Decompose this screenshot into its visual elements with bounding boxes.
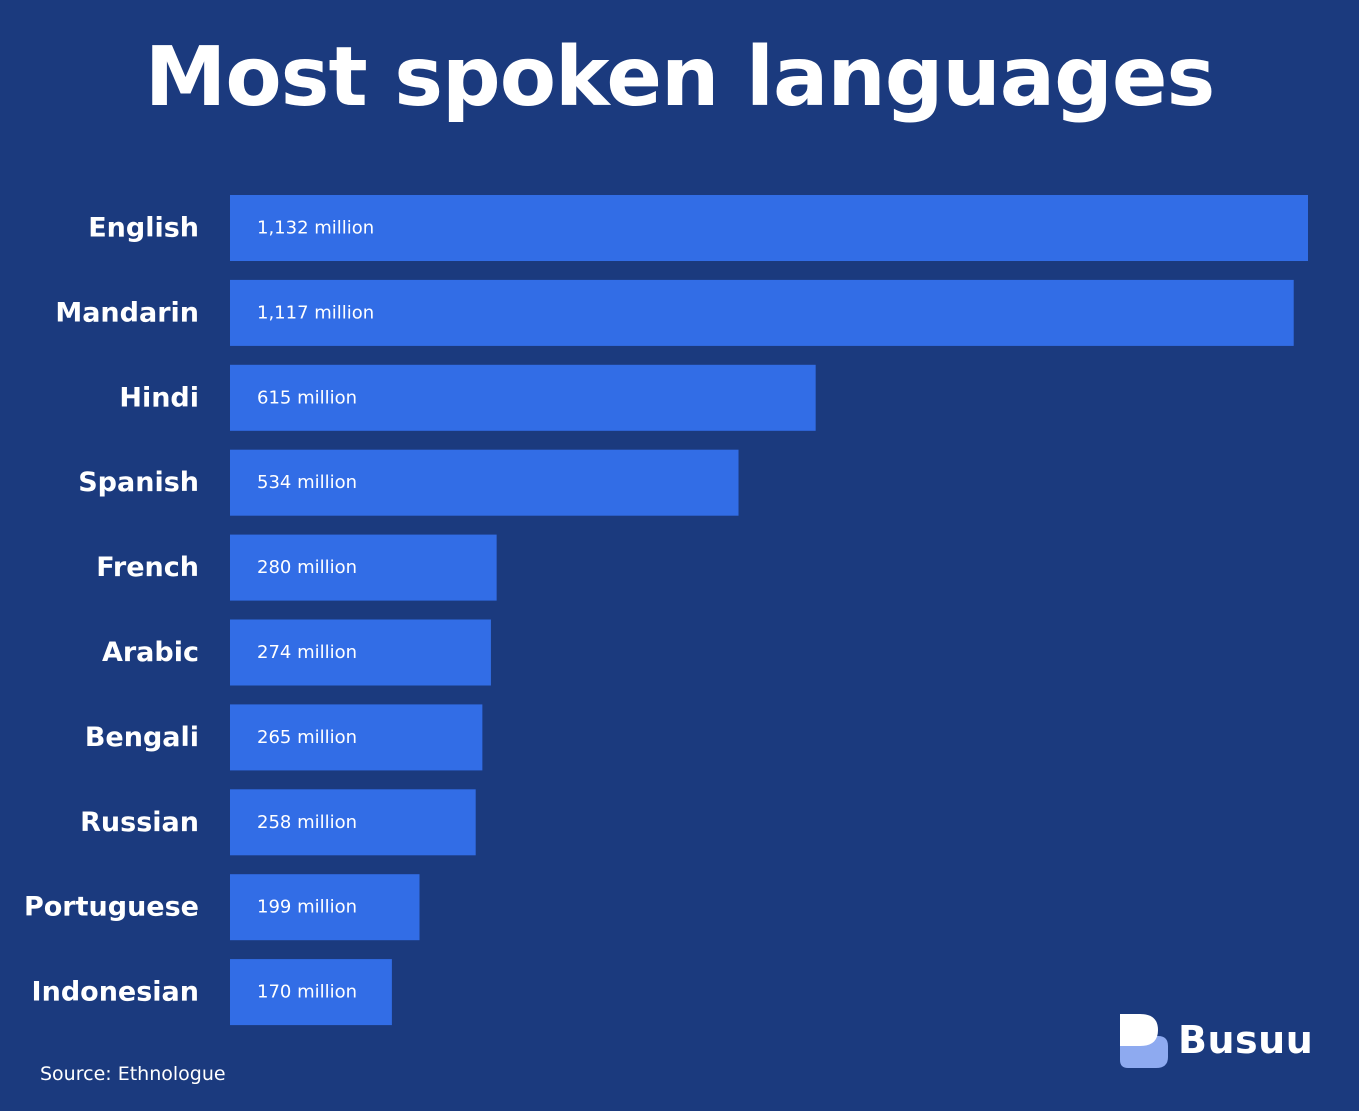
bar-spanish — [230, 449, 739, 516]
category-label-arabic: Arabic — [102, 637, 199, 668]
value-label-bengali: 265 million — [257, 727, 357, 748]
category-label-portuguese: Portuguese — [24, 892, 199, 923]
category-label-french: French — [96, 552, 199, 583]
value-label-mandarin: 1,117 million — [257, 302, 374, 323]
chart-title: Most spoken languages — [144, 30, 1216, 125]
category-label-indonesian: Indonesian — [32, 977, 199, 1008]
bar-portuguese — [230, 874, 420, 941]
value-label-indonesian: 170 million — [257, 982, 357, 1003]
busuu-logo: Busuu — [1118, 1011, 1313, 1069]
source-note: Source: Ethnologue — [40, 1063, 226, 1085]
category-label-mandarin: Mandarin — [55, 297, 199, 328]
bar-arabic — [230, 619, 491, 686]
value-label-portuguese: 199 million — [257, 897, 357, 918]
value-label-arabic: 274 million — [257, 642, 357, 663]
bar-indonesian — [230, 959, 392, 1026]
value-label-russian: 258 million — [257, 812, 357, 833]
busuu-speech-bubble-icon — [1120, 1014, 1168, 1068]
bar-english — [230, 195, 1308, 261]
value-label-hindi: 615 million — [257, 387, 357, 408]
category-label-russian: Russian — [80, 807, 199, 838]
bar-mandarin — [230, 279, 1294, 346]
bar-bengali — [230, 704, 483, 771]
category-label-english: English — [88, 213, 199, 244]
bar-hindi — [230, 364, 816, 431]
value-label-spanish: 534 million — [257, 472, 357, 493]
category-label-bengali: Bengali — [85, 722, 199, 753]
logo-text: Busuu — [1178, 1018, 1314, 1062]
value-label-french: 280 million — [257, 557, 357, 578]
category-label-hindi: Hindi — [119, 382, 199, 413]
category-label-spanish: Spanish — [78, 467, 199, 498]
bar-russian — [230, 789, 476, 856]
bar-french — [230, 534, 497, 601]
value-label-english: 1,132 million — [257, 218, 374, 239]
